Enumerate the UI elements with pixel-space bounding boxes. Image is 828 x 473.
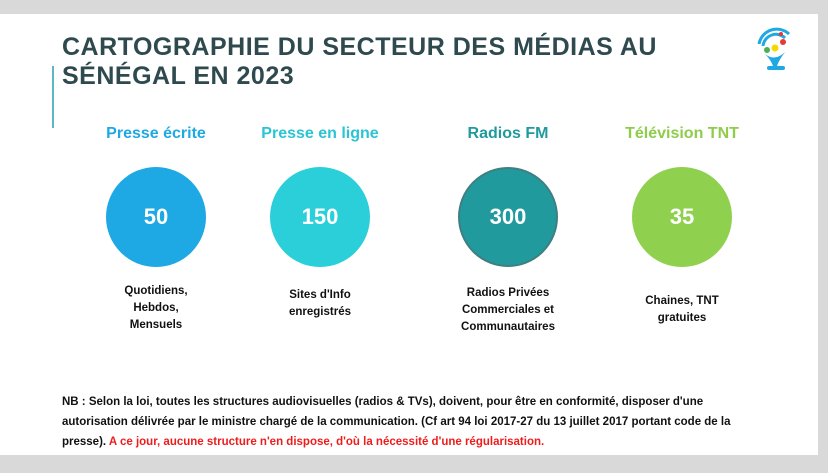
category-label: Télévision TNT [625,125,739,142]
title-accent-line [52,66,54,128]
logo-icon [757,27,791,70]
category-description: Quotidiens, Hebdos, Mensuels [124,285,188,331]
category-label: Radios FM [467,125,549,142]
category-presse-ecrite: Presse écrite 50 Quotidiens, Hebdos, Men… [71,122,241,334]
legal-note: NB : Selon la loi, toutes les structures… [62,392,762,452]
page-title: CARTOGRAPHIE DU SECTEUR DES MÉDIAS AU SÉ… [62,33,657,90]
count-circle: 50 [106,167,206,267]
category-radios-fm: Radios FM 300 Radios Privées Commerciale… [423,122,593,336]
category-label: Presse en ligne [261,125,379,142]
category-description: Chaines, TNT gratuites [645,295,719,324]
category-television-tnt: Télévision TNT 35 Chaines, TNT gratuites [597,122,767,327]
category-label: Presse écrite [106,125,206,142]
category-presse-en-ligne: Presse en ligne 150 Sites d'Info enregis… [235,122,405,321]
note-text: NB : Selon la loi, toutes les structures… [62,396,731,448]
count-circle: 150 [270,167,370,267]
slide: CARTOGRAPHIE DU SECTEUR DES MÉDIAS AU SÉ… [0,14,818,455]
ministry-logo [745,22,805,100]
category-description: Sites d'Info enregistrés [288,289,351,318]
category-description: Radios Privées Commerciales et Communaut… [461,287,555,333]
count-circle: 35 [632,167,732,267]
note-highlight: A ce jour, aucune structure n'en dispose… [108,436,545,448]
count-circle: 300 [458,167,558,267]
